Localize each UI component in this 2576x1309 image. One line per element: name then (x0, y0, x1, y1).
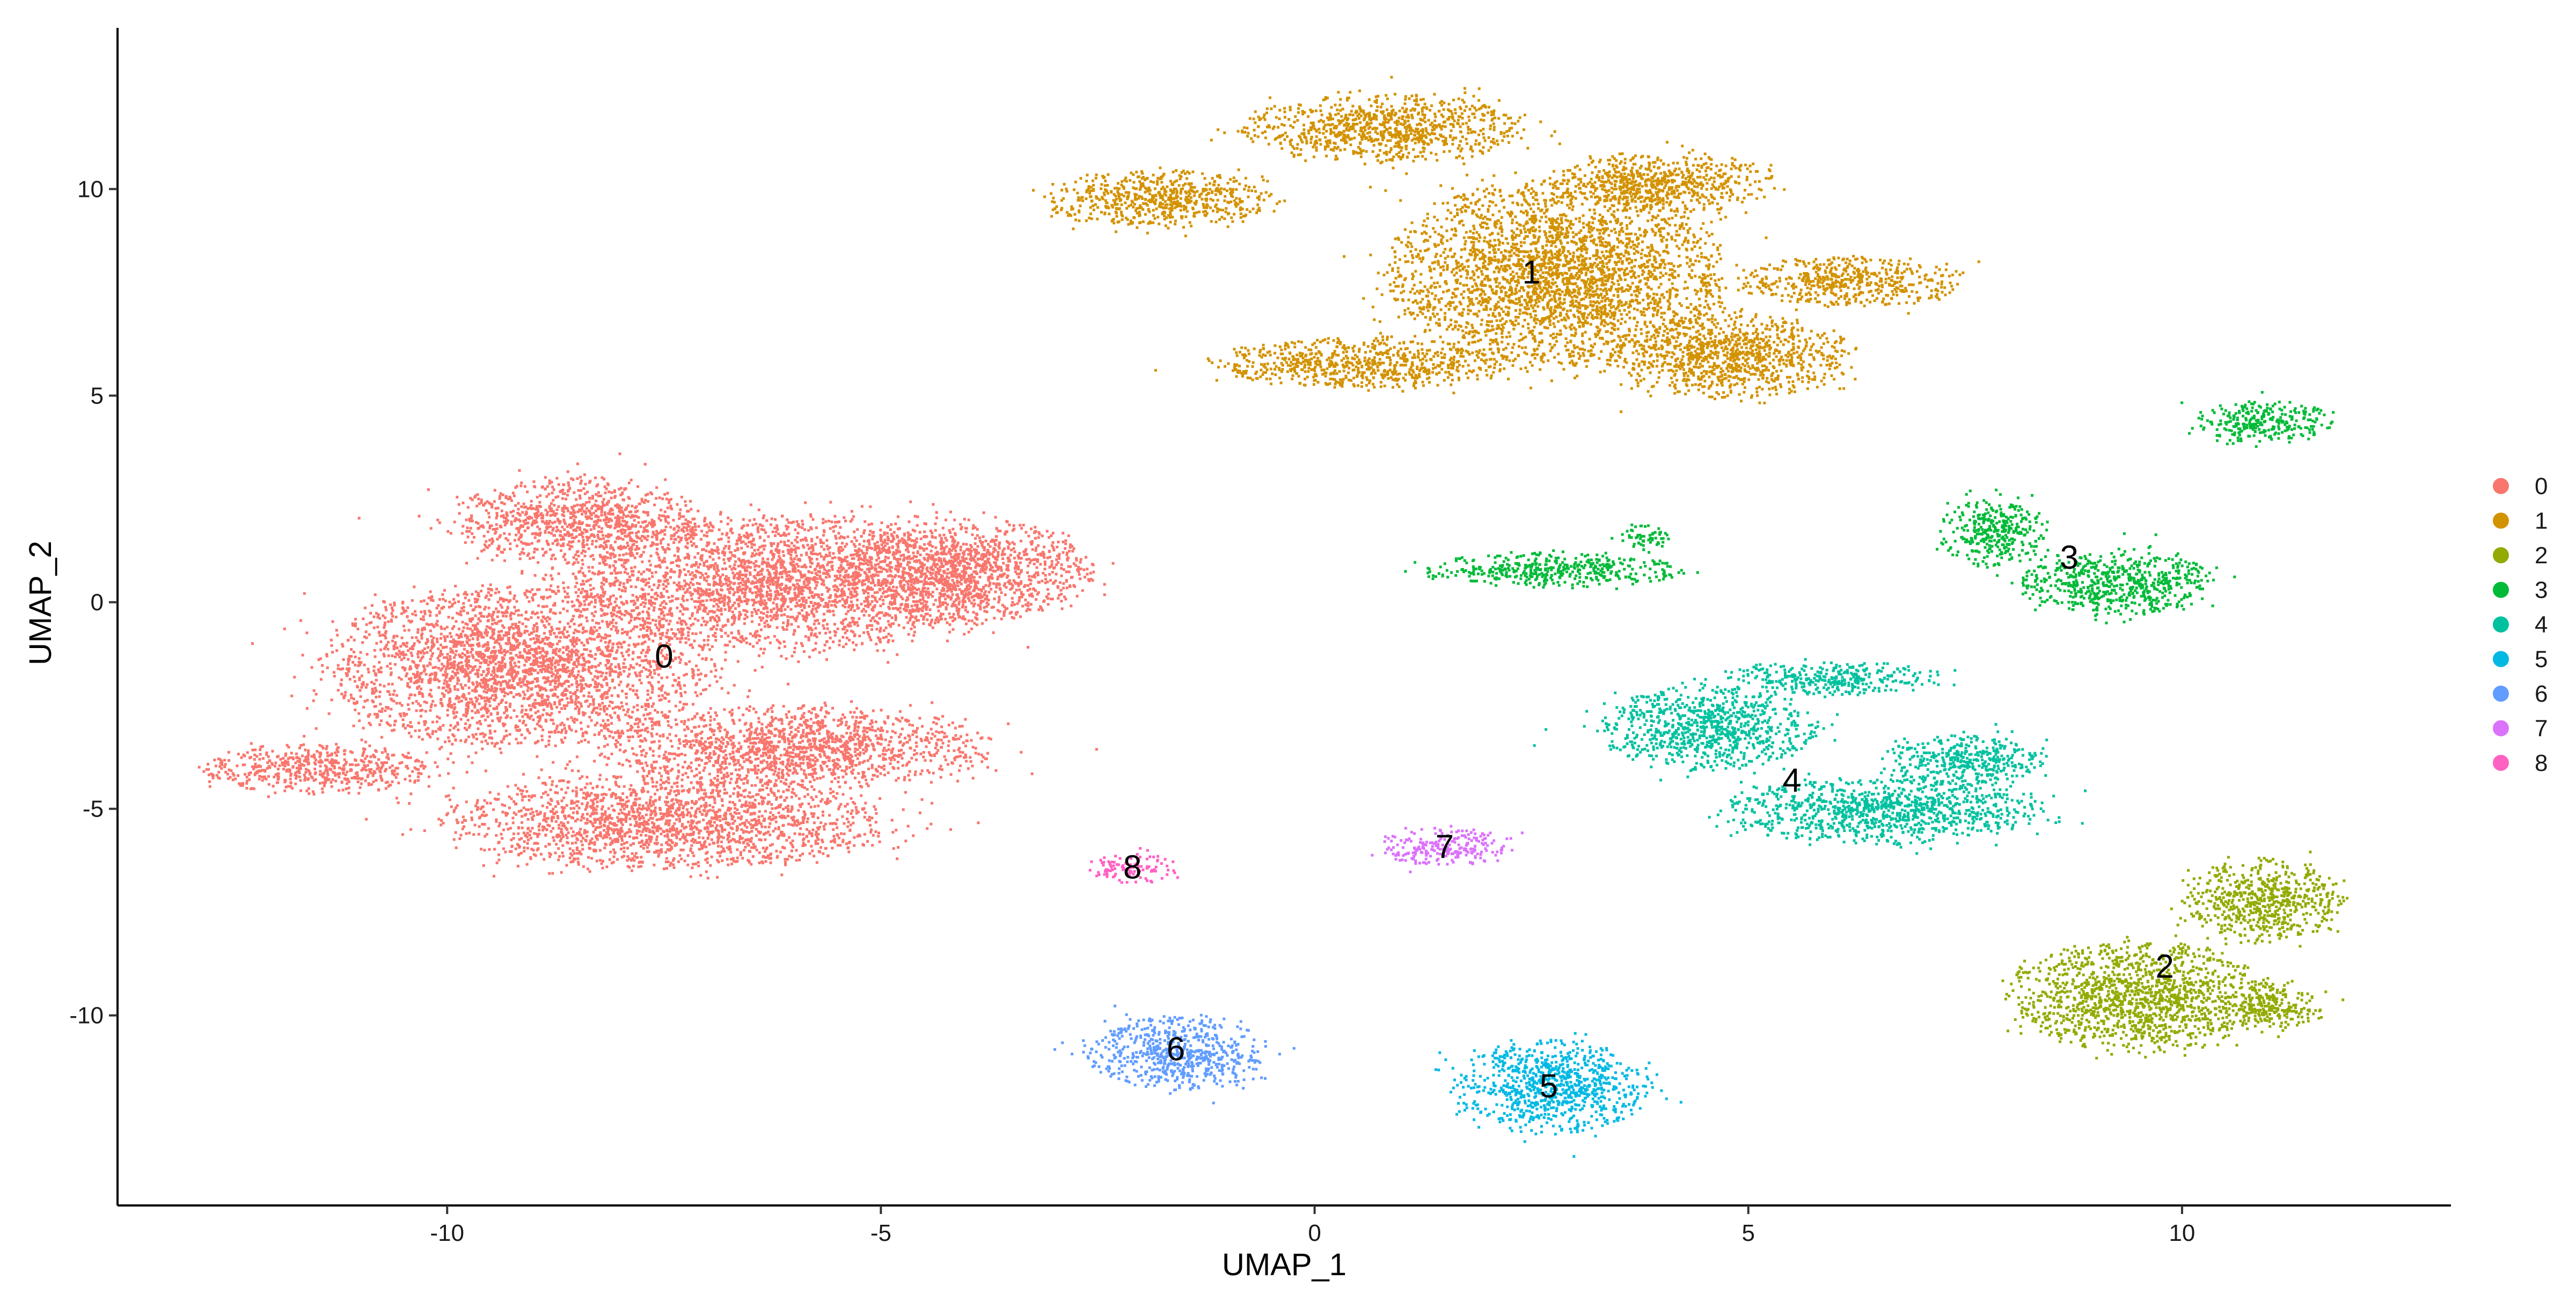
cluster-6-points (1053, 1004, 1296, 1105)
scatter-points (197, 76, 2349, 1158)
legend-swatch (2493, 616, 2509, 633)
cluster-label-7: 7 (1436, 828, 1454, 865)
cluster-1-cloud-5 (1154, 335, 1545, 393)
legend-label: 4 (2535, 612, 2548, 638)
cluster-1-cloud-2 (1210, 76, 1561, 175)
legend-label: 1 (2535, 508, 2548, 534)
cluster-1-cloud-4 (1708, 255, 1980, 315)
cluster-2-cloud-1 (2170, 850, 2349, 948)
cluster-label-4: 4 (1782, 762, 1801, 799)
cluster-0-cloud-3 (197, 742, 469, 798)
cluster-8-cloud-0 (1088, 847, 1179, 884)
cluster-1-points (1032, 76, 1980, 413)
legend-label: 7 (2535, 716, 2548, 742)
cluster-label-3: 3 (2060, 539, 2079, 576)
legend-label: 0 (2535, 473, 2548, 499)
cluster-labels: 0 1 2 3 4 5 6 7 8 (655, 254, 2174, 1105)
legend-item-7: 7 (2493, 716, 2548, 742)
cluster-3-cloud-2 (2180, 391, 2335, 448)
cluster-6-cloud-0 (1053, 1004, 1296, 1105)
cluster-label-6: 6 (1167, 1031, 1185, 1068)
legend-label: 6 (2535, 681, 2548, 707)
legend-label: 8 (2535, 750, 2548, 776)
y-tick-label: 10 (77, 176, 104, 202)
x-axis-title: UMAP_1 (1222, 1247, 1346, 1282)
y-axis-ticks: -10 -5 0 5 10 (69, 176, 118, 1029)
legend-item-1: 1 (2493, 508, 2548, 534)
cluster-5-points (1435, 1032, 1682, 1158)
legend-swatch (2493, 582, 2509, 598)
cluster-label-1: 1 (1522, 254, 1540, 291)
cluster-1-cloud-0 (1343, 130, 1768, 398)
cluster-5-cloud-0 (1435, 1032, 1682, 1158)
legend-swatch (2493, 755, 2509, 771)
cluster-7-cloud-0 (1371, 825, 1524, 873)
legend-swatch (2493, 720, 2509, 737)
x-tick-label: 5 (1742, 1220, 1755, 1246)
legend-item-6: 6 (2493, 681, 2548, 707)
legend: 0 1 2 3 4 5 6 7 8 (2493, 473, 2548, 776)
cluster-0-cloud-2 (810, 503, 1115, 636)
legend-item-2: 2 (2493, 542, 2548, 569)
cluster-label-5: 5 (1540, 1068, 1558, 1105)
legend-swatch (2493, 512, 2509, 529)
cluster-3-cloud-3 (1404, 549, 1699, 590)
cluster-0-cloud-4 (365, 767, 980, 880)
x-tick-label: 10 (2169, 1220, 2195, 1246)
cluster-3-cloud-0 (1996, 532, 2236, 624)
cluster-1-cloud-1 (1032, 166, 1286, 238)
legend-item-8: 8 (2493, 750, 2548, 776)
legend-item-5: 5 (2493, 646, 2548, 673)
cluster-4-points (1533, 658, 2087, 855)
legend-item-3: 3 (2493, 577, 2548, 604)
x-tick-label: -10 (430, 1220, 464, 1246)
cluster-2-points (2001, 850, 2349, 1060)
cluster-4-cloud-0 (1659, 763, 2087, 855)
cluster-label-2: 2 (2155, 948, 2174, 985)
y-tick-label: -10 (69, 1003, 104, 1029)
cluster-4-cloud-2 (1700, 658, 1957, 698)
cluster-label-8: 8 (1123, 849, 1141, 886)
cluster-3-points (1404, 391, 2335, 624)
cluster-8-points (1088, 847, 1179, 884)
legend-label: 2 (2535, 542, 2548, 569)
cluster-0-points (197, 452, 1115, 880)
y-tick-label: 5 (91, 383, 104, 409)
cluster-3-cloud-4 (1611, 523, 1670, 554)
cluster-4-cloud-1 (1533, 678, 1839, 778)
cluster-4-cloud-3 (1881, 723, 2048, 790)
cluster-2-cloud-2 (2209, 984, 2345, 1032)
cluster-0-cloud-5 (540, 689, 1098, 801)
x-tick-label: -5 (870, 1220, 891, 1246)
cluster-label-0: 0 (655, 638, 673, 675)
legend-label: 5 (2535, 646, 2548, 673)
x-axis-ticks: -10 -5 0 5 10 (430, 1205, 2195, 1246)
legend-swatch (2493, 686, 2509, 702)
legend-swatch (2493, 651, 2509, 667)
legend-item-4: 4 (2493, 612, 2548, 638)
legend-swatch (2493, 478, 2509, 494)
x-tick-label: 0 (1308, 1220, 1321, 1246)
legend-swatch (2493, 547, 2509, 563)
cluster-3-cloud-1 (1936, 488, 2050, 569)
cluster-7-points (1371, 825, 1524, 873)
legend-label: 3 (2535, 577, 2548, 604)
y-axis-title: UMAP_2 (23, 541, 58, 665)
legend-item-0: 0 (2493, 473, 2548, 499)
y-tick-label: -5 (83, 796, 104, 822)
cluster-0-cloud-6 (357, 452, 722, 580)
cluster-1-cloud-6 (1542, 141, 1786, 218)
cluster-2-cloud-0 (2001, 923, 2309, 1060)
cluster-0-cloud-0 (251, 559, 790, 772)
y-tick-label: 0 (91, 590, 104, 616)
